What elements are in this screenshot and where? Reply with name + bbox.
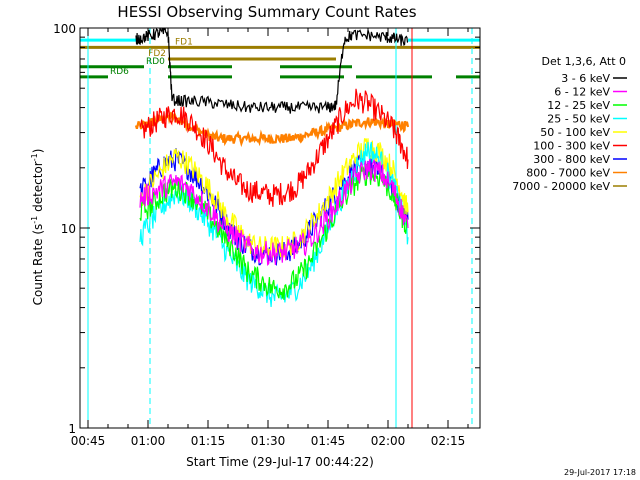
y-tick-label-0: 1: [68, 422, 76, 436]
series-line-5: [139, 88, 409, 207]
y-tick-label-1: 10: [61, 222, 76, 236]
legend-label-0: 3 - 6 keV: [561, 72, 610, 85]
x-axis-label: Start Time (29-Jul-17 00:44:22): [186, 455, 374, 469]
state-label-rd0: RD0: [146, 57, 165, 67]
state-label-rd6: RD6: [110, 67, 129, 77]
legend-label-3: 25 - 50 keV: [547, 113, 610, 126]
x-tick-label-2: 01:15: [191, 434, 226, 448]
state-label-fd1: FD1: [175, 37, 193, 47]
y-axis-label: Count Rate (s-1 detector-1): [30, 149, 45, 306]
chart-title: HESSI Observing Summary Count Rates: [117, 3, 416, 21]
x-tick-label-3: 01:30: [251, 434, 286, 448]
x-tick-label-0: 00:45: [71, 434, 106, 448]
legend-label-8: 7000 - 20000 keV: [512, 180, 610, 193]
plot-data-group: [80, 28, 480, 428]
legend-label-6: 300 - 800 keV: [533, 153, 610, 166]
footer-timestamp: 29-Jul-2017 17:18: [564, 468, 636, 477]
legend-label-5: 100 - 300 keV: [533, 140, 610, 153]
axes-layer: 00:45 01:00 01:15 01:30 01:45 02:00 02:15 1 10 10…: [53, 22, 481, 448]
x-tick-label-4: 01:45: [311, 434, 346, 448]
series-line-1: [139, 159, 409, 267]
x-tick-label-1: 01:00: [131, 434, 166, 448]
x-tick-label-5: 02:00: [371, 434, 406, 448]
series-line-0: [135, 28, 409, 114]
plot-frame: [79, 27, 481, 429]
state-label-fd2: FD2: [148, 49, 166, 59]
svg-text:Count Rate (s-1 detector-1): Count Rate (s-1 detector-1): [30, 149, 45, 306]
legend-label-1: 6 - 12 keV: [554, 86, 610, 99]
y-tick-label-2: 100: [53, 22, 76, 36]
x-tick-label-6: 02:15: [431, 434, 466, 448]
legend-label-4: 50 - 100 keV: [540, 126, 610, 139]
legend-header: Det 1,3,6, Att 0: [542, 55, 626, 68]
legend-label-2: 12 - 25 keV: [547, 99, 610, 112]
legend-label-7: 800 - 7000 keV: [526, 167, 610, 180]
